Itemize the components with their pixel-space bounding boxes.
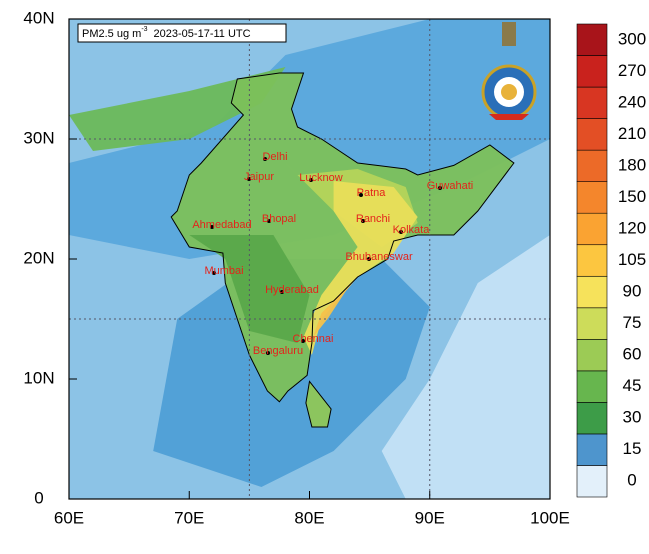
colorbar-swatch [576,339,608,372]
colorbar-swatch [576,55,608,88]
y-tick-label: 40N [23,8,54,27]
y-tick-label: 20N [23,248,54,267]
x-tick-label: 100E [530,508,570,527]
colorbar-label: 180 [618,155,646,174]
colorbar-swatch [576,465,608,498]
city-label: Bhopal [262,213,296,225]
city-dot [267,219,271,223]
colorbar-label: 120 [618,218,646,237]
field-region [313,277,358,337]
colorbar-label: 0 [627,471,636,490]
colorbar-swatch [576,275,608,309]
city-dot [367,257,371,261]
city-label: Jaipur [244,171,274,183]
grid [69,19,550,499]
city-label: Ranchi [356,213,390,225]
colorbar-swatch [576,181,608,214]
title-box [77,23,287,43]
title-text: PM2.5 ug m [82,28,141,40]
x-tick-label: 80E [294,508,324,527]
colorbar-label: 210 [618,124,646,143]
city-label: Patna [357,187,387,199]
city-dot [359,193,363,197]
city-dot [210,225,214,229]
city-label: Bengaluru [253,345,303,357]
y-tick-label: 10N [23,368,54,387]
colorbar-swatch [576,23,608,56]
title-time: 2023-05-17-11 UTC [154,28,251,40]
city-label: Mumbai [204,265,243,277]
colorbar-label: 90 [623,282,642,301]
logo [481,22,537,120]
city-dot [280,290,284,294]
x-tick-label: 70E [174,508,204,527]
colorbar-label: 150 [618,187,646,206]
city-dot [361,219,365,223]
city-label: Delhi [262,151,287,163]
title-sup: -3 [141,26,147,33]
colorbar-swatch [576,370,608,403]
city-label: Lucknow [299,172,342,184]
field-region [303,181,418,355]
colorbar-label: 30 [623,408,642,427]
city-label: Guwahati [427,180,473,192]
city-dot [309,178,313,182]
city-dot [212,271,216,275]
colorbar-swatch [576,433,608,466]
y-tick-label: 0 [34,488,43,507]
y-tick-label: 30N [23,128,54,147]
colorbar-label: 45 [623,376,642,395]
colorbar-label: 270 [618,61,646,80]
colorbar-swatch [576,212,608,246]
city-dot [266,351,270,355]
city-dot [247,177,251,181]
city-dot [263,157,267,161]
x-tick-label: 90E [415,508,445,527]
colorbar-swatch [576,244,608,277]
colorbar-swatch [576,86,608,119]
field-region [69,67,286,151]
colorbar-swatch [576,402,608,435]
colorbar-swatch [576,118,608,151]
colorbar-label: 240 [618,92,646,111]
city-label: Ahmedabad [192,219,251,231]
city-dot [399,230,403,234]
colorbar-label: 75 [623,313,642,332]
colorbar: 0 15 30 45 60 75 90 105 120 150 180 210 240 270 300 [576,23,646,498]
coastline [305,380,332,428]
city-label: Hyderabad [265,284,319,296]
colorbar-swatch [576,307,608,340]
title: PM2.5 ug m-3 2023-05-17-11 UTC [82,26,251,40]
field-region [381,235,550,499]
city-label: Kolkata [393,224,431,236]
field-region [305,381,332,427]
colorbar-label: 300 [618,29,646,48]
colorbar-label: 60 [623,345,642,364]
coastline [170,72,515,403]
city-label: Bhubaneswar [345,251,413,263]
city-label: Chennai [293,333,334,345]
city-dot [438,186,442,190]
city-dot [301,339,305,343]
colorbar-label: 15 [623,439,642,458]
colorbar-swatch [576,149,608,182]
x-tick-label: 60E [54,508,84,527]
colorbar-label: 105 [618,250,646,269]
